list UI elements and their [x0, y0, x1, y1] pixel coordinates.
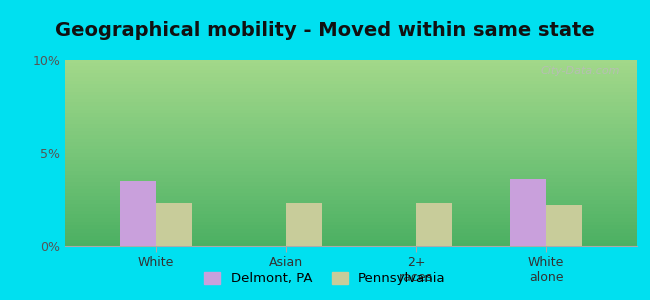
Text: City-Data.com: City-Data.com: [540, 66, 620, 76]
Bar: [286, 203, 322, 246]
Bar: [416, 203, 452, 246]
Bar: [120, 181, 156, 246]
Text: Geographical mobility - Moved within same state: Geographical mobility - Moved within sam…: [55, 21, 595, 40]
Legend: Delmont, PA, Pennsylvania: Delmont, PA, Pennsylvania: [199, 266, 451, 290]
Bar: [156, 203, 192, 246]
Bar: [510, 179, 546, 246]
Bar: [546, 205, 582, 246]
